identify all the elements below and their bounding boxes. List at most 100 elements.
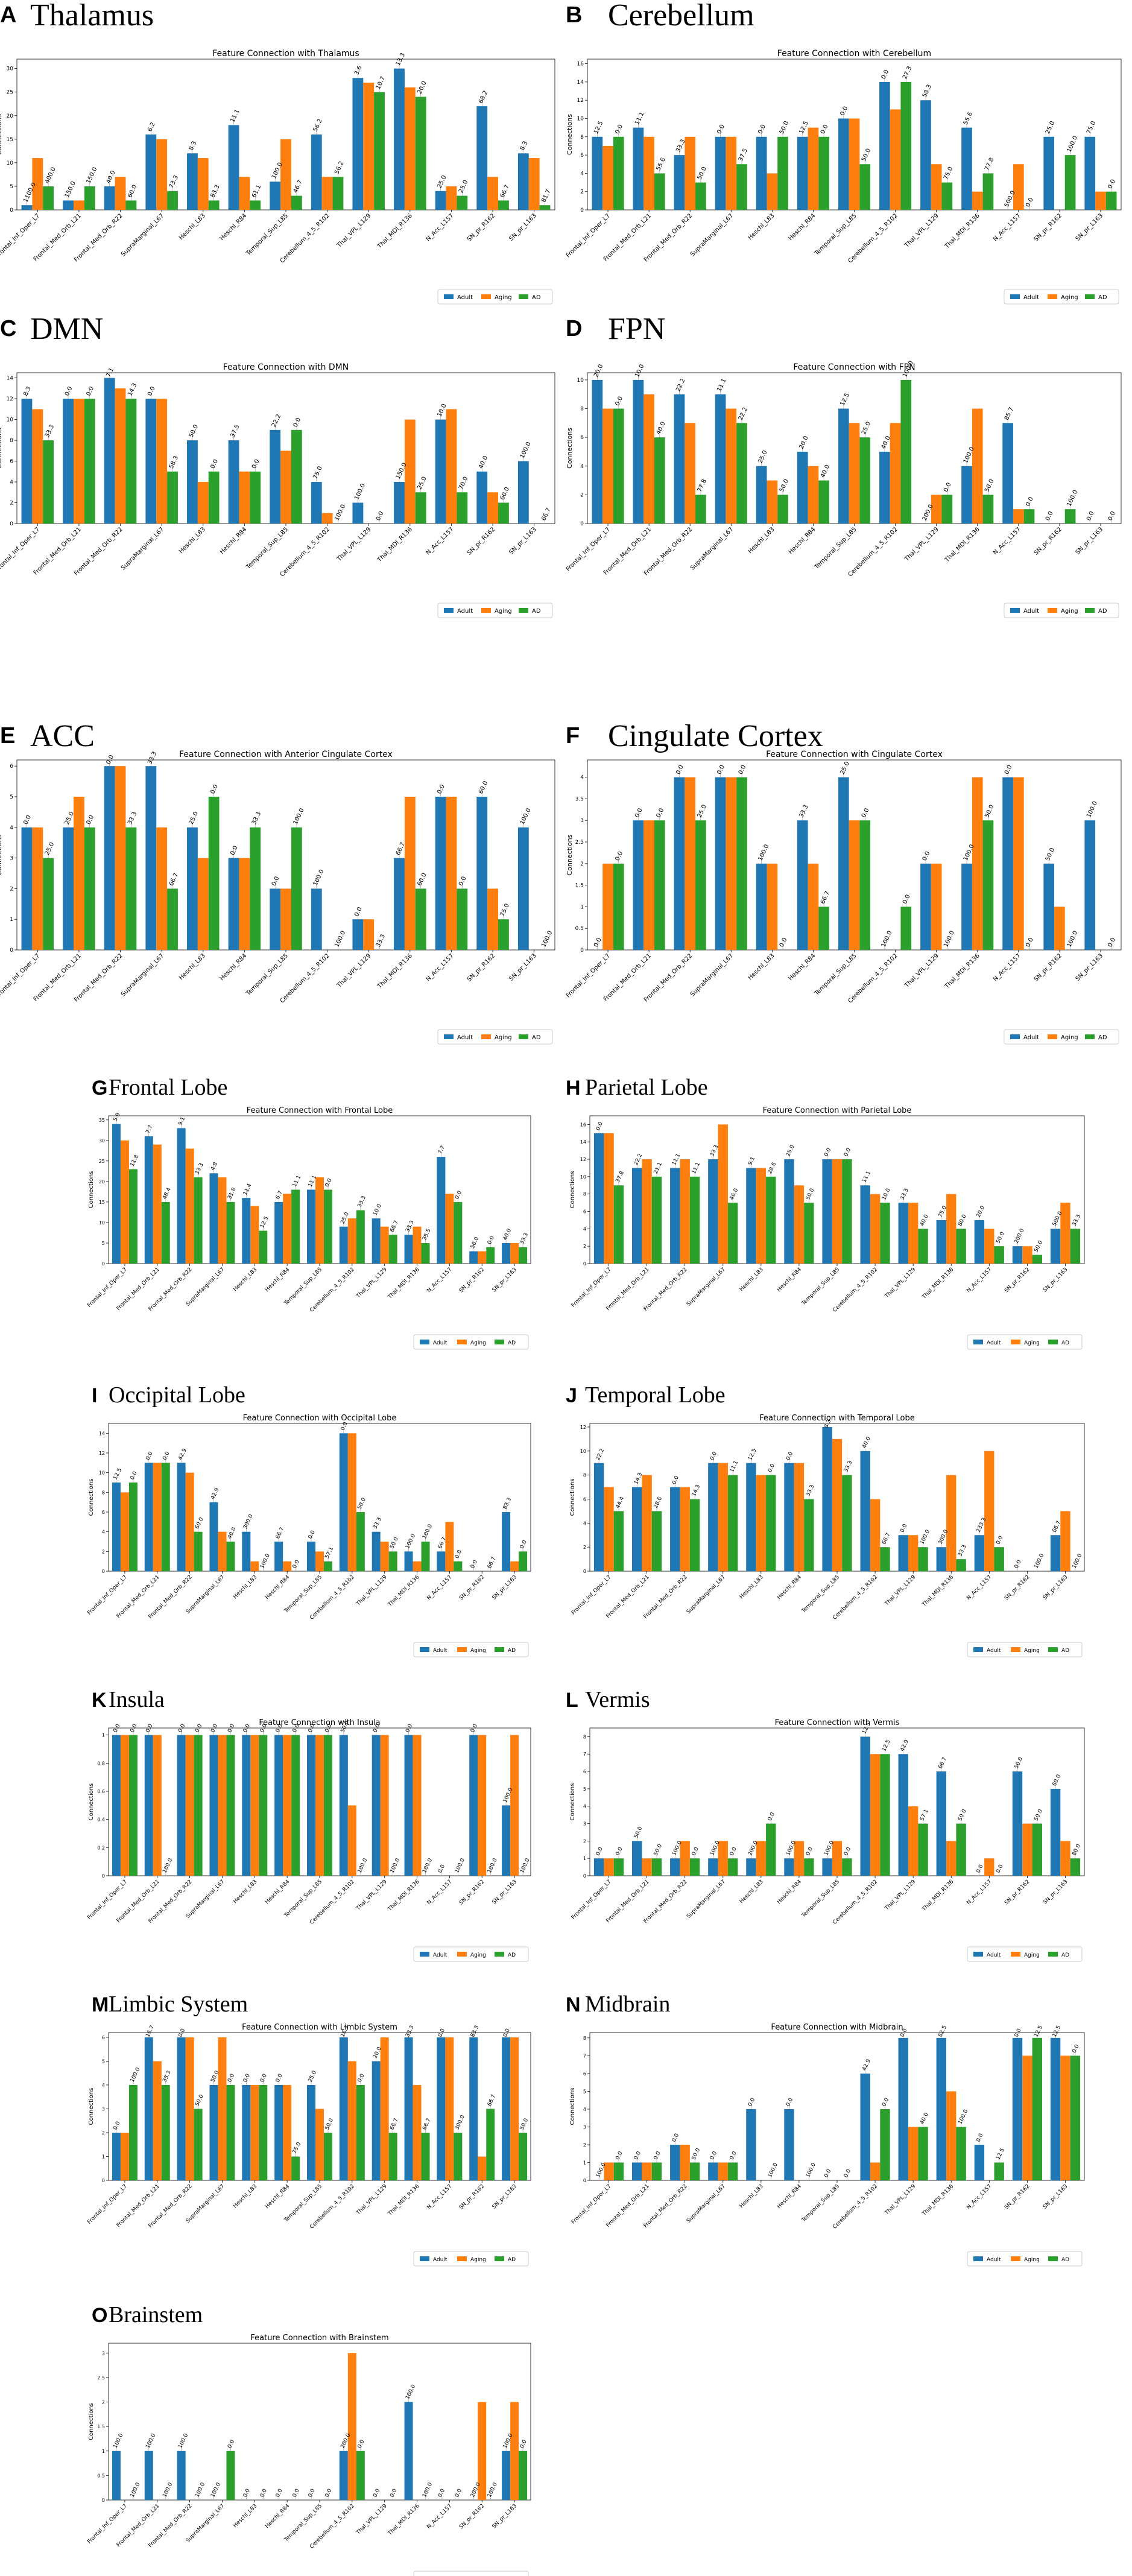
bar-value-label: 25.0	[416, 476, 428, 491]
bar-value-label: 66.7	[499, 184, 511, 199]
bar-value-label: 46.0	[729, 1188, 740, 1201]
bar-aging-5	[239, 471, 250, 524]
bar-value-label: 0.0	[454, 1549, 463, 1559]
bar-value-label: 33.3	[44, 424, 55, 439]
bar-aging-12	[510, 2037, 519, 2180]
x-tick-label: Cerebellum_4_5_R102	[832, 1267, 879, 1314]
legend-label: Aging	[470, 2257, 486, 2263]
bar-ad-10	[454, 1561, 463, 1571]
legend-swatch-aging	[1011, 2256, 1020, 2261]
bar-value-label: 0.0	[716, 764, 726, 776]
bar-value-label: 50.0	[995, 1231, 1006, 1245]
bar-value-label: 7.7	[145, 1124, 154, 1135]
chart-svg: Feature Connection with Parietal Lobe Con…	[569, 1106, 1085, 1350]
bar-aging-0	[602, 408, 613, 524]
bar-aging-4	[250, 1561, 259, 1571]
bar-aging-9	[946, 2091, 957, 2180]
bar-value-label: 28.6	[767, 1162, 778, 1176]
bar-ad-9	[415, 97, 426, 210]
bar-ad-2	[689, 1858, 700, 1876]
x-tick-label: Frontal_Med_Orb_R22	[643, 1879, 689, 1925]
legend-label: Adult	[1023, 294, 1039, 301]
panel-letter: F	[566, 723, 580, 748]
bar-value-label: 20.0	[416, 80, 428, 95]
bar-aging-11	[487, 888, 498, 950]
x-tick-label: SN_pr_R162	[458, 1879, 485, 1906]
bar-aging-1	[642, 1159, 652, 1264]
bar-ad-1	[161, 1201, 170, 1264]
legend-swatch-ad	[1048, 1340, 1058, 1344]
bar-aging-8	[931, 495, 942, 524]
bar-ad-11	[498, 502, 509, 524]
bar-aging-0	[32, 409, 43, 524]
x-tick-label: Frontal_Med_Orb_R22	[643, 1574, 689, 1620]
bar-value-label: 77.8	[984, 157, 995, 172]
bar-value-label: 50.0	[1014, 1756, 1025, 1770]
chart-title: Feature Connection with Thalamus	[212, 49, 359, 59]
bar-value-label: 66.7	[487, 1556, 498, 1569]
panel-b: B Cerebellum Feature Connection with Cereb…	[565, 0, 1132, 314]
legend-label: Aging	[495, 294, 512, 301]
bar-aging-1	[74, 399, 84, 524]
bar-value-label: 33.3	[194, 1162, 205, 1176]
bar-value-label: 0.0	[147, 385, 157, 397]
bar-adult-10	[435, 419, 446, 524]
bar-value-label: 77.8	[697, 478, 708, 493]
y-tick-label: 10	[7, 417, 14, 423]
bar-ad-9	[956, 1229, 966, 1264]
bar-ad-4	[777, 136, 788, 210]
bar-value-label: 25.0	[840, 761, 851, 776]
bar-adult-9	[936, 1771, 947, 1876]
x-tick-label: Frontal_Med_Orb_R22	[643, 2183, 689, 2229]
bar-value-label: 0.0	[675, 764, 685, 776]
legend-box	[413, 1946, 529, 1962]
legend-label: Adult	[433, 1952, 447, 1958]
chart-title: Feature Connection with Insula	[259, 1718, 380, 1727]
legend-label: Aging	[1024, 1340, 1040, 1346]
bar-adult-12	[1050, 1535, 1061, 1571]
bar-adult-1	[144, 2451, 153, 2500]
bar-value-label: 60.0	[478, 780, 489, 795]
bar-ad-4	[259, 1735, 268, 1876]
bar-value-label: 0.0	[242, 2073, 251, 2083]
x-tick-label: N_Acc_L157	[425, 526, 455, 556]
bar-value-label: 0.0	[1107, 937, 1117, 948]
bar-value-label: 50.0	[519, 2118, 530, 2131]
bar-value-label: 0.0	[767, 1463, 776, 1473]
bar-value-label: 12.5	[881, 1739, 892, 1752]
bar-ad-9	[956, 1559, 966, 1571]
bar-adult-1	[632, 1168, 642, 1264]
bar-adult-6	[307, 1735, 315, 1876]
bar-ad-8	[374, 92, 385, 210]
bar-ad-1	[651, 1176, 662, 1264]
bar-value-label: 0.0	[292, 2488, 301, 2498]
bar-ad-6	[842, 1475, 852, 1571]
panel-letter: B	[566, 2, 583, 28]
bar-value-label: 0.0	[899, 1523, 908, 1533]
bar-aging-0	[602, 145, 613, 210]
x-tick-label: SupraMarginal_L67	[686, 1574, 727, 1615]
x-tick-label: SN_pr_L163	[492, 2503, 519, 2530]
bar-value-label: 33.3	[405, 2025, 416, 2038]
legend-label: Aging	[1024, 1952, 1040, 1958]
bar-value-label: 0.0	[709, 1451, 718, 1461]
bar-value-label: 0.0	[209, 783, 220, 795]
bar-aging-8	[931, 164, 942, 210]
bar-aging-6	[832, 1159, 843, 1264]
bar-value-label: 0.0	[691, 1846, 700, 1856]
chart-title: Feature Connection with Parietal Lobe	[763, 1106, 912, 1115]
x-tick-label: Thal_MDl_R136	[376, 212, 414, 250]
y-tick-label: 12	[577, 98, 584, 104]
bar-value-label: 0.0	[470, 1723, 479, 1733]
legend-swatch-adult	[420, 2256, 429, 2261]
y-tick-label: 0	[583, 1873, 586, 1879]
bar-value-label: 42.9	[210, 1487, 221, 1501]
bar-ad-8	[388, 1551, 397, 1571]
bar-value-label: 0.0	[843, 1147, 852, 1157]
bar-value-label: 33.3	[519, 1232, 530, 1245]
x-tick-label: Thal_VPL_L129	[335, 212, 372, 249]
legend-swatch-aging	[1011, 1952, 1020, 1957]
x-tick-label: Frontal_Inf_Oper_L7	[565, 526, 612, 572]
y-tick-label: 4	[10, 479, 13, 486]
legend-label: AD	[508, 1340, 516, 1346]
